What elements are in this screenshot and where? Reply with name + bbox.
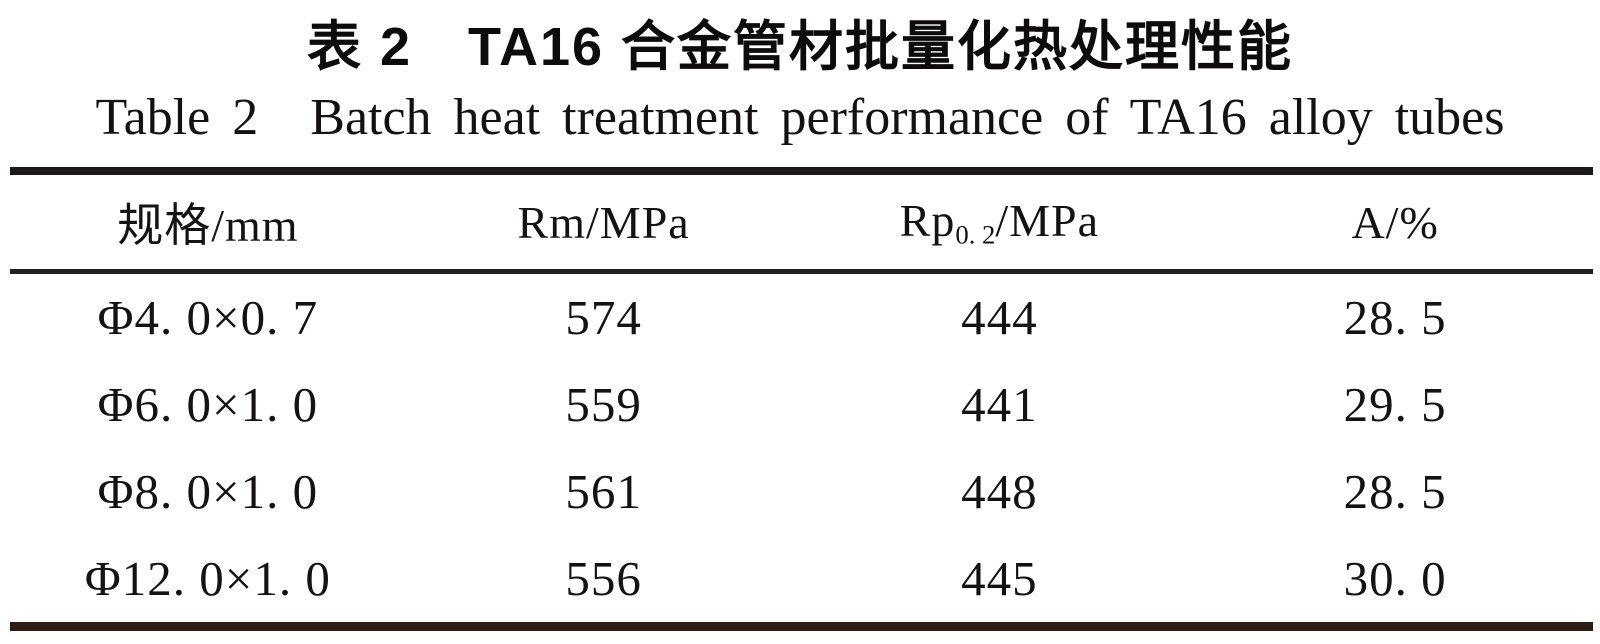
- spec-cell: Φ12. 0×1. 0: [84, 551, 331, 606]
- table-top-rule: [10, 167, 1593, 175]
- rm-cell: 574: [565, 290, 642, 345]
- column-header-spec: 规格/mm: [117, 200, 299, 251]
- column-header-rp02: Rp0. 2/MPa: [802, 194, 1198, 250]
- rm-cell: 561: [565, 464, 642, 519]
- table-bottom-rule: [10, 622, 1593, 631]
- table-caption-chinese: 表 2 TA16 合金管材批量化热处理性能: [306, 17, 1294, 77]
- rp-unit: /MPa: [995, 194, 1100, 246]
- rm-cell: 556: [565, 551, 642, 606]
- rp02-cell: 444: [961, 290, 1038, 345]
- table-caption-english: Table 2 Batch heat treatment performance…: [95, 89, 1505, 146]
- data-table: 规格/mm Rm/MPa Rp0. 2/MPa A/% Φ4. 0×0. 7 5…: [10, 167, 1593, 631]
- elongation-cell: 28. 5: [1343, 464, 1447, 519]
- rp-base: Rp: [899, 194, 956, 246]
- rm-cell: 559: [565, 377, 642, 432]
- header-separator-rule: [10, 269, 1593, 274]
- rp-subscript: 0. 2: [955, 219, 996, 250]
- table-row: Φ6. 0×1. 0 559 441 29. 5: [10, 361, 1593, 448]
- elongation-cell: 29. 5: [1343, 377, 1447, 432]
- table-row: Φ12. 0×1. 0 556 445 30. 0: [10, 535, 1593, 622]
- spec-cell: Φ4. 0×0. 7: [97, 290, 319, 345]
- column-header-elongation: A/%: [1351, 196, 1439, 248]
- spec-cell: Φ8. 0×1. 0: [97, 464, 319, 519]
- table-row: Φ8. 0×1. 0 561 448 28. 5: [10, 448, 1593, 535]
- spec-cell: Φ6. 0×1. 0: [97, 377, 319, 432]
- table-row: Φ4. 0×0. 7 574 444 28. 5: [10, 274, 1593, 361]
- rp02-cell: 441: [961, 377, 1038, 432]
- column-header-rm: Rm/MPa: [517, 196, 690, 248]
- table-header-row: 规格/mm Rm/MPa Rp0. 2/MPa A/%: [10, 175, 1593, 269]
- rp02-cell: 445: [961, 551, 1038, 606]
- elongation-cell: 30. 0: [1343, 551, 1447, 606]
- elongation-cell: 28. 5: [1343, 290, 1447, 345]
- rp02-cell: 448: [961, 464, 1038, 519]
